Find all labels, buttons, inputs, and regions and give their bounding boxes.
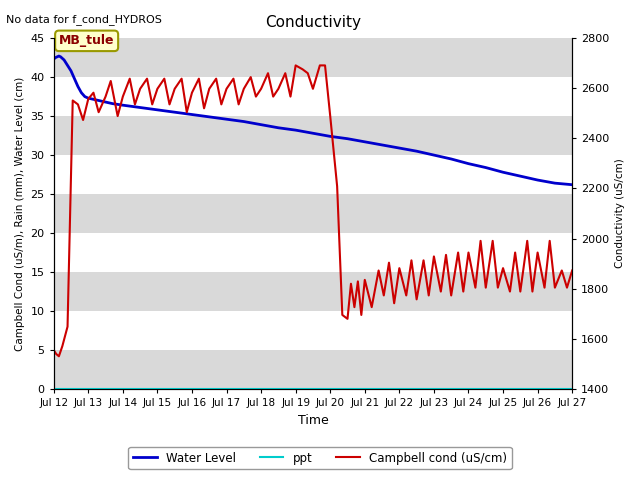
Title: Conductivity: Conductivity [265, 15, 361, 30]
Y-axis label: Campbell Cond (uS/m), Rain (mm), Water Level (cm): Campbell Cond (uS/m), Rain (mm), Water L… [15, 76, 25, 351]
Bar [54, 77, 572, 116]
Y-axis label: Conductivity (uS/cm): Conductivity (uS/cm) [615, 159, 625, 268]
Bar [54, 233, 572, 272]
Text: MB_tule: MB_tule [59, 35, 115, 48]
Bar [54, 155, 572, 194]
X-axis label: Time: Time [298, 414, 328, 427]
Bar [54, 311, 572, 350]
Text: No data for f_cond_HYDROS: No data for f_cond_HYDROS [6, 14, 163, 25]
Legend: Water Level, ppt, Campbell cond (uS/cm): Water Level, ppt, Campbell cond (uS/cm) [128, 447, 512, 469]
